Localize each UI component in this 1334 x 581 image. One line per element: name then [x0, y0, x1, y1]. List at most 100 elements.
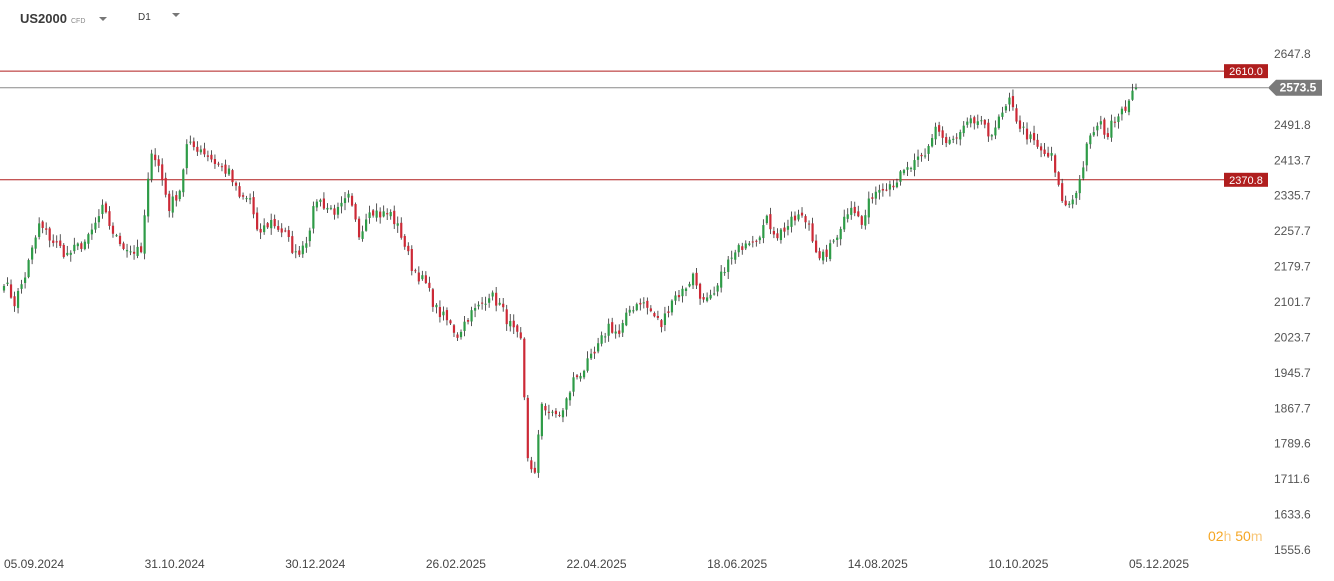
- candle-body: [558, 414, 561, 416]
- candle-body: [906, 167, 909, 170]
- candle: [238, 182, 241, 199]
- candle-body: [315, 201, 318, 208]
- candle-body: [874, 191, 877, 199]
- candle-body: [1089, 135, 1092, 145]
- candle-body: [1001, 112, 1004, 117]
- candle: [97, 209, 101, 229]
- candle: [1082, 161, 1085, 181]
- price-tags: 2610.0 2370.8 2573.5: [1224, 64, 1322, 187]
- candle-body: [38, 223, 41, 237]
- candle-body: [723, 272, 726, 274]
- candle-body: [589, 353, 593, 359]
- candle: [308, 227, 311, 247]
- candle-body: [582, 370, 586, 378]
- candle: [857, 205, 860, 218]
- candle-body: [1032, 132, 1036, 141]
- symbol-selector[interactable]: US2000 CFD: [20, 11, 108, 26]
- candle-body: [959, 132, 962, 140]
- candle: [832, 239, 835, 244]
- candle: [20, 279, 23, 294]
- candle: [867, 191, 870, 225]
- candle-body: [1050, 153, 1053, 156]
- candle-body: [818, 251, 821, 259]
- candle-body: [340, 202, 343, 207]
- candle: [649, 305, 652, 313]
- candle: [140, 242, 143, 254]
- candle-body: [864, 215, 867, 226]
- candle: [196, 141, 199, 156]
- candle: [779, 228, 783, 244]
- candle: [962, 121, 965, 137]
- candle: [621, 319, 624, 337]
- candle: [1075, 190, 1078, 205]
- candle-body: [94, 222, 97, 230]
- candle: [101, 199, 104, 219]
- candle-body: [836, 237, 839, 240]
- candle: [83, 239, 86, 251]
- candle-body: [108, 211, 111, 226]
- candle-body: [104, 203, 108, 213]
- candle: [1068, 201, 1071, 208]
- candle-body: [660, 320, 663, 328]
- candle: [551, 409, 554, 417]
- candle-body: [27, 260, 30, 278]
- candle-body: [948, 139, 951, 144]
- y-tick-label: 1867.7: [1274, 401, 1311, 415]
- candle: [45, 222, 48, 235]
- candle-body: [1011, 96, 1015, 108]
- candle: [104, 201, 108, 214]
- candle-body: [923, 155, 927, 157]
- candle: [459, 329, 463, 340]
- candle-body: [635, 304, 638, 311]
- candle: [909, 166, 913, 172]
- candle: [41, 220, 44, 234]
- candle: [361, 225, 364, 242]
- candle-body: [762, 225, 765, 239]
- candle: [829, 239, 832, 262]
- candle: [389, 209, 392, 220]
- candle-body: [1120, 108, 1124, 115]
- candle-body: [776, 233, 779, 239]
- candle: [171, 190, 174, 218]
- candle-body: [1047, 152, 1050, 157]
- candle-body: [333, 208, 336, 215]
- candle: [382, 205, 385, 218]
- candle: [372, 208, 375, 218]
- candle: [533, 461, 536, 474]
- candle: [1043, 142, 1046, 157]
- candle: [906, 161, 909, 176]
- candle-body: [885, 189, 888, 191]
- candle-body: [210, 154, 213, 160]
- candle-body: [234, 182, 238, 186]
- y-tick-label: 1633.6: [1274, 508, 1311, 522]
- candle-body: [565, 398, 568, 410]
- candle-body: [87, 234, 90, 244]
- candle: [189, 135, 192, 145]
- candle: [614, 324, 617, 339]
- candle-body: [892, 185, 895, 188]
- candle-body: [322, 198, 326, 209]
- candle: [256, 207, 259, 232]
- countdown-hours-unit: h: [1223, 528, 1232, 544]
- candle: [118, 232, 122, 247]
- candle: [1018, 115, 1022, 133]
- candle-body: [793, 215, 797, 221]
- candle: [523, 337, 526, 401]
- candle: [298, 245, 301, 258]
- candle: [709, 289, 712, 300]
- candle-body: [442, 311, 445, 316]
- candle-body: [73, 244, 76, 252]
- candle-body: [1036, 139, 1039, 147]
- candle-body: [125, 250, 129, 252]
- candle: [758, 235, 761, 244]
- candle-body: [709, 294, 712, 299]
- candle: [1029, 131, 1032, 143]
- candle: [899, 170, 902, 186]
- chevron-down-icon: [99, 17, 108, 21]
- candle-body: [48, 228, 51, 241]
- timeframe-selector[interactable]: D1: [138, 12, 180, 23]
- candle: [839, 226, 842, 246]
- candle-body: [466, 320, 470, 322]
- candle: [291, 230, 294, 255]
